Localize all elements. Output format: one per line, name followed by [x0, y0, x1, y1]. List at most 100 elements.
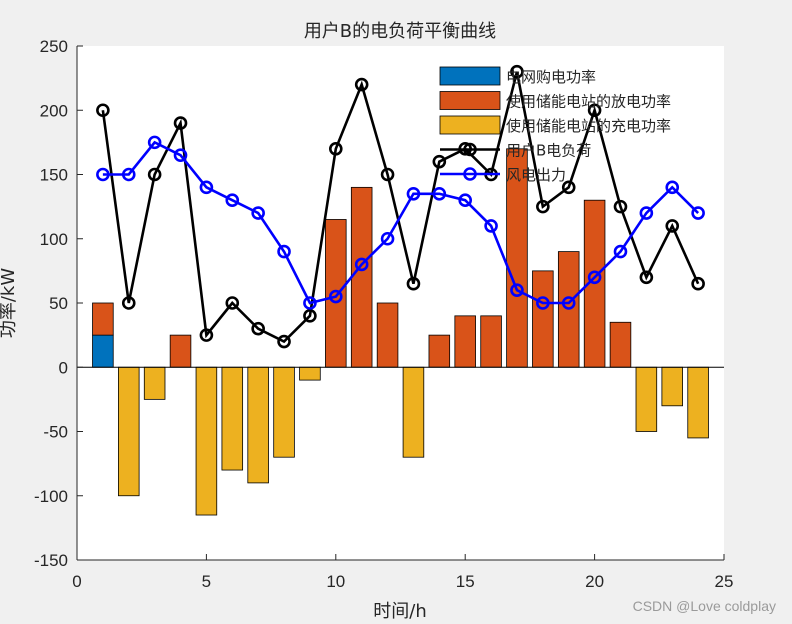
- legend-marker-3: [463, 142, 477, 157]
- y-tick-label: 150: [40, 166, 68, 185]
- point-s0-x20: [587, 103, 602, 118]
- legend-label-2: 使用储能电站的充电功率: [506, 117, 671, 135]
- x-tick-label: 10: [326, 572, 345, 591]
- point-s1-x6: [225, 193, 240, 207]
- point-s1-x2: [121, 167, 136, 182]
- point-s1-x16: [484, 219, 498, 233]
- point-s0-x1: [96, 103, 110, 118]
- bar-s2-x22: [635, 366, 658, 432]
- point-s0-x19: [561, 180, 576, 195]
- bar-s2-x8: [273, 366, 295, 458]
- point-s0-x11: [354, 77, 369, 92]
- point-s0-x5: [199, 328, 214, 342]
- plot-area: [77, 46, 724, 560]
- bar-s2-x13: [402, 366, 425, 458]
- legend-swatch-1: [439, 91, 501, 110]
- legend-marker-4: [463, 167, 477, 181]
- x-tick-label: 20: [585, 572, 604, 591]
- point-s0-x7: [251, 321, 265, 336]
- point-s1-x9: [303, 296, 317, 310]
- point-s0-x9: [303, 309, 317, 323]
- legend-label-4: 风电出力: [506, 166, 566, 184]
- bar-s2-x5: [195, 366, 218, 516]
- chart-title: 用户B的电负荷平衡曲线: [304, 21, 496, 42]
- point-s0-x23: [665, 219, 680, 233]
- legend-swatch-2: [439, 115, 501, 135]
- point-s1-x4: [173, 148, 188, 163]
- point-s1-x20: [587, 270, 602, 285]
- x-tick-label: 25: [715, 572, 734, 591]
- point-s0-x22: [639, 270, 654, 285]
- bar-s1-x11: [350, 186, 373, 368]
- y-tick-label: 100: [40, 230, 68, 249]
- series-line-0: [101, 71, 700, 344]
- bar-s1-x4: [169, 334, 192, 368]
- point-s0-x14: [432, 154, 447, 169]
- bar-s1-x16: [480, 315, 502, 368]
- point-s1-x15: [458, 193, 473, 207]
- point-s1-x18: [536, 296, 550, 310]
- line-layer: [96, 64, 705, 349]
- point-s1-x21: [613, 244, 628, 259]
- point-s0-x18: [536, 199, 550, 214]
- point-s1-x5: [199, 180, 214, 195]
- point-s1-x8: [277, 244, 291, 259]
- point-s0-x21: [613, 199, 628, 214]
- y-tick-label: -150: [34, 551, 68, 570]
- point-s0-x3: [147, 167, 162, 182]
- point-s0-x24: [691, 276, 705, 291]
- legend-swatch-0: [439, 66, 501, 86]
- legend-label-1: 使用储能电站的放电功率: [506, 93, 671, 111]
- point-s1-x11: [354, 257, 369, 272]
- point-s1-x19: [561, 296, 576, 310]
- bar-s1-x18: [532, 270, 554, 368]
- y-axis-label: 功率/kW: [0, 268, 19, 338]
- axes: 0 5 10 15 20 25 -150 -100 -50 0 50 100 150 200 250: [34, 37, 733, 591]
- y-tick-label: -50: [43, 423, 68, 442]
- y-tick-label: 50: [49, 294, 68, 313]
- point-s0-x4: [173, 116, 188, 130]
- point-s0-x13: [406, 276, 421, 291]
- bar-s1-x21: [609, 321, 632, 368]
- bar-layer: [92, 148, 709, 516]
- point-s0-x17: [510, 64, 524, 79]
- point-s1-x24: [691, 206, 705, 220]
- point-s1-x22: [639, 206, 654, 220]
- bar-s0-x1: [92, 334, 114, 368]
- point-s1-x17: [510, 283, 524, 297]
- point-s1-x1: [96, 167, 110, 182]
- point-s1-x14: [432, 186, 447, 201]
- y-tick-label: 0: [59, 358, 68, 377]
- bar-s1-x12: [376, 302, 399, 368]
- point-s1-x3: [147, 135, 162, 150]
- bar-s2-x6: [221, 366, 244, 471]
- x-tick-label: 5: [202, 572, 211, 591]
- y-tick-label: 200: [40, 101, 68, 120]
- point-s0-x10: [328, 142, 343, 156]
- legend-label-3: 用户B电负荷: [506, 142, 591, 160]
- point-s1-x7: [251, 206, 265, 220]
- legend-label-0: 电网购电功率: [506, 68, 596, 86]
- watermark: CSDN @Love coldplay: [633, 598, 776, 614]
- bar-s2-x23: [661, 366, 683, 407]
- point-s1-x23: [665, 180, 680, 195]
- bar-s2-x3: [143, 366, 166, 400]
- x-tick-label: 0: [72, 572, 81, 591]
- bar-s1-x14: [428, 334, 451, 368]
- point-s0-x6: [225, 296, 240, 310]
- bar-s1-x1: [92, 302, 114, 336]
- y-tick-label: 250: [40, 37, 68, 56]
- bar-s2-x24: [687, 366, 709, 439]
- point-s0-x2: [121, 296, 136, 310]
- bar-s2-x7: [247, 366, 269, 484]
- x-axis-label: 时间/h: [373, 601, 426, 622]
- point-s1-x12: [380, 231, 395, 246]
- point-s1-x10: [328, 289, 343, 304]
- y-tick-label: -100: [34, 487, 68, 506]
- x-tick-label: 15: [456, 572, 475, 591]
- point-s0-x12: [380, 167, 395, 182]
- bar-s1-x10: [325, 219, 347, 368]
- point-s1-x13: [406, 186, 421, 201]
